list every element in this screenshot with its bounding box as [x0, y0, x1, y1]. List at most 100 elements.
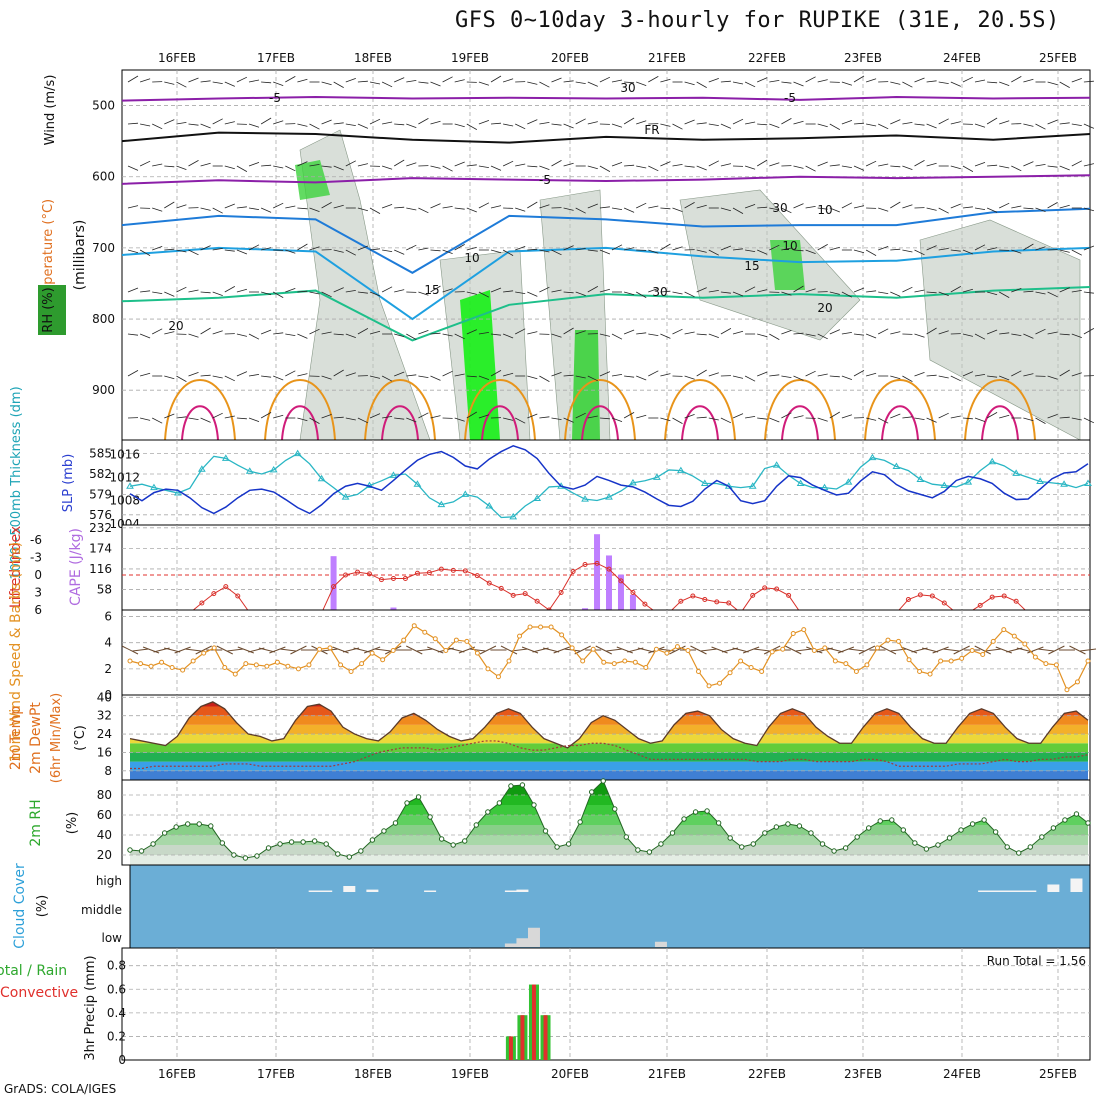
wind-barb [333, 369, 344, 377]
wind-barb [248, 123, 260, 128]
wind-barb [841, 291, 853, 298]
wind-barb [418, 118, 429, 125]
wind-barb [152, 207, 163, 212]
y-tick-slp: 1016 [109, 447, 140, 461]
y-label-minmax: (6hr Min/Max) [49, 693, 64, 783]
y-tick-cape: 58 [97, 582, 112, 596]
wind-barb [623, 291, 635, 296]
thickness-marker [892, 462, 901, 470]
precip-convective-bar [543, 1015, 548, 1060]
wind-barb [321, 119, 332, 125]
wind-barb [943, 648, 960, 652]
x-date-top: 21FEB [648, 51, 686, 65]
wind-barb [986, 329, 998, 335]
wind-barb [490, 370, 502, 377]
wind-barb [732, 413, 744, 419]
wind-barb [599, 165, 611, 172]
cloud-high-bar [308, 890, 321, 892]
wind-barb [926, 162, 937, 167]
wind-barb [224, 415, 235, 419]
wind-barb [260, 207, 272, 213]
li-marker [211, 591, 217, 597]
rh-marker [138, 848, 145, 854]
wind-barb [757, 333, 768, 338]
temp-band [130, 752, 1088, 762]
wind-marker [853, 668, 859, 674]
rh-marker [992, 829, 999, 835]
li-marker [702, 597, 708, 602]
wind-barb [1071, 249, 1082, 256]
wind-barb [878, 417, 889, 424]
wind-marker [959, 655, 965, 661]
wind-barb [132, 648, 149, 652]
wind-barb [636, 81, 647, 86]
wind-barb [1011, 370, 1022, 377]
thickness-marker [581, 495, 589, 502]
precip-convective-bar [520, 1015, 525, 1060]
thickness-marker [413, 480, 422, 487]
wind-barb [152, 163, 163, 167]
wind-barb [1083, 328, 1095, 335]
wind-barb [542, 647, 560, 653]
wind-barb [599, 249, 611, 255]
wind-barb [309, 164, 320, 167]
y-tick-li: 6 [34, 603, 42, 617]
wind-barb [648, 205, 659, 209]
wind-barb [890, 81, 901, 85]
wind-barb [660, 333, 671, 339]
wind-barb [418, 330, 429, 335]
wind-barb [502, 160, 514, 167]
rh-marker [1073, 811, 1080, 817]
wind-barb [273, 414, 284, 419]
wind-barb [999, 165, 1010, 169]
wind-barb [793, 285, 804, 293]
wind-barb [720, 163, 731, 167]
wind-barb [902, 249, 913, 253]
wind-barb [950, 249, 961, 252]
thickness-marker [341, 493, 350, 500]
wind-barb [696, 333, 707, 336]
wind-barb [999, 81, 1010, 86]
rh-marker [438, 836, 445, 842]
rh-marker [265, 845, 272, 851]
li-marker [1001, 593, 1007, 599]
wind-barb [599, 288, 611, 293]
y-tick-li: 0 [34, 568, 42, 582]
wind-barb [974, 645, 991, 655]
wind-barb [805, 206, 816, 209]
wind-barb [188, 417, 199, 420]
wind-barb [140, 123, 151, 127]
wind-barb [200, 207, 211, 211]
wind-barb [357, 328, 369, 335]
wind-barb [827, 647, 844, 653]
rh-marker [150, 841, 156, 847]
wind-barb [353, 647, 370, 653]
wind-barb [442, 76, 453, 83]
wind-marker [864, 662, 870, 668]
wind-barb [841, 202, 853, 209]
temp-contour [964, 379, 1036, 441]
wind-barb [333, 249, 344, 253]
wind-barb [297, 123, 308, 127]
wind-barb [212, 291, 223, 296]
li-marker [929, 593, 935, 599]
rh-marker [346, 854, 353, 860]
rh-band [130, 815, 1088, 825]
thickness-marker [389, 471, 398, 478]
thickness-marker [844, 478, 853, 485]
wind-barb [406, 207, 417, 211]
wind-barb [660, 373, 671, 377]
wind-barb [188, 77, 199, 83]
wind-marker [632, 659, 638, 665]
wind-barb [648, 249, 659, 254]
temp-band [130, 724, 1088, 735]
y-tick-pressure: 500 [92, 99, 115, 113]
wind-marker [748, 665, 754, 671]
wind-barb [879, 645, 897, 655]
wind-barb [297, 207, 308, 210]
wind-barb [1071, 372, 1082, 377]
wind-barb [575, 248, 586, 251]
wind-barb [515, 163, 526, 167]
wind-barb [757, 289, 768, 293]
wind-barb [732, 207, 744, 214]
